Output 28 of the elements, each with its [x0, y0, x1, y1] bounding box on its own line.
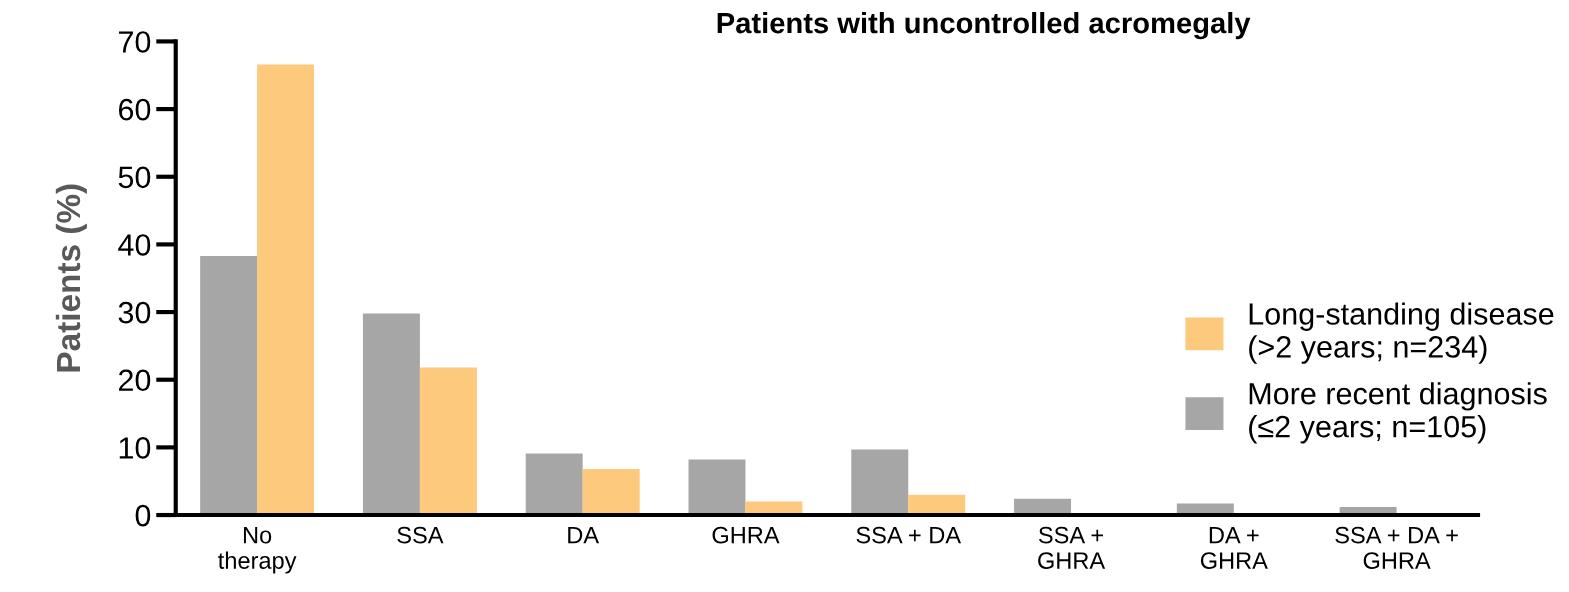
y-tick-label: 70 — [119, 31, 151, 53]
y-tick-label: 20 — [118, 369, 151, 392]
x-tick-label: SSA — [397, 526, 444, 544]
x-tick-label: SSA + DA — [856, 526, 962, 544]
y-tick-label: 10 — [119, 437, 151, 459]
x-tick-label: GHRA — [712, 526, 780, 544]
y-tick-label: 60 — [118, 98, 151, 121]
bar — [257, 64, 315, 516]
y-tick-label: 0 — [135, 504, 151, 527]
legend-label: Long-standing disease (>2 years; n=234) — [1249, 302, 1554, 364]
bar — [525, 453, 583, 516]
bar — [200, 255, 258, 516]
y-tick-label: 40 — [118, 234, 151, 256]
bar — [362, 313, 420, 516]
bar — [582, 469, 640, 516]
legend-label: More recent diagnosis (≤2 years; n=105) — [1249, 382, 1547, 444]
bar — [688, 459, 746, 516]
bar — [419, 367, 477, 516]
x-tick-label: SSA + GHRA — [1038, 526, 1106, 569]
x-tick-label: No therapy — [218, 527, 297, 574]
chart-title: Patients with uncontrolled acromegaly — [717, 11, 1251, 40]
y-axis-title: Patients (%) — [55, 184, 87, 372]
x-tick-label: DA + GHRA — [1200, 527, 1268, 569]
x-tick-label: DA — [568, 527, 600, 544]
y-tick-label: 30 — [118, 301, 151, 324]
y-tick-label: 50 — [118, 166, 151, 189]
bar — [851, 449, 909, 516]
x-tick-label: SSA + DA + GHRA — [1335, 526, 1458, 569]
